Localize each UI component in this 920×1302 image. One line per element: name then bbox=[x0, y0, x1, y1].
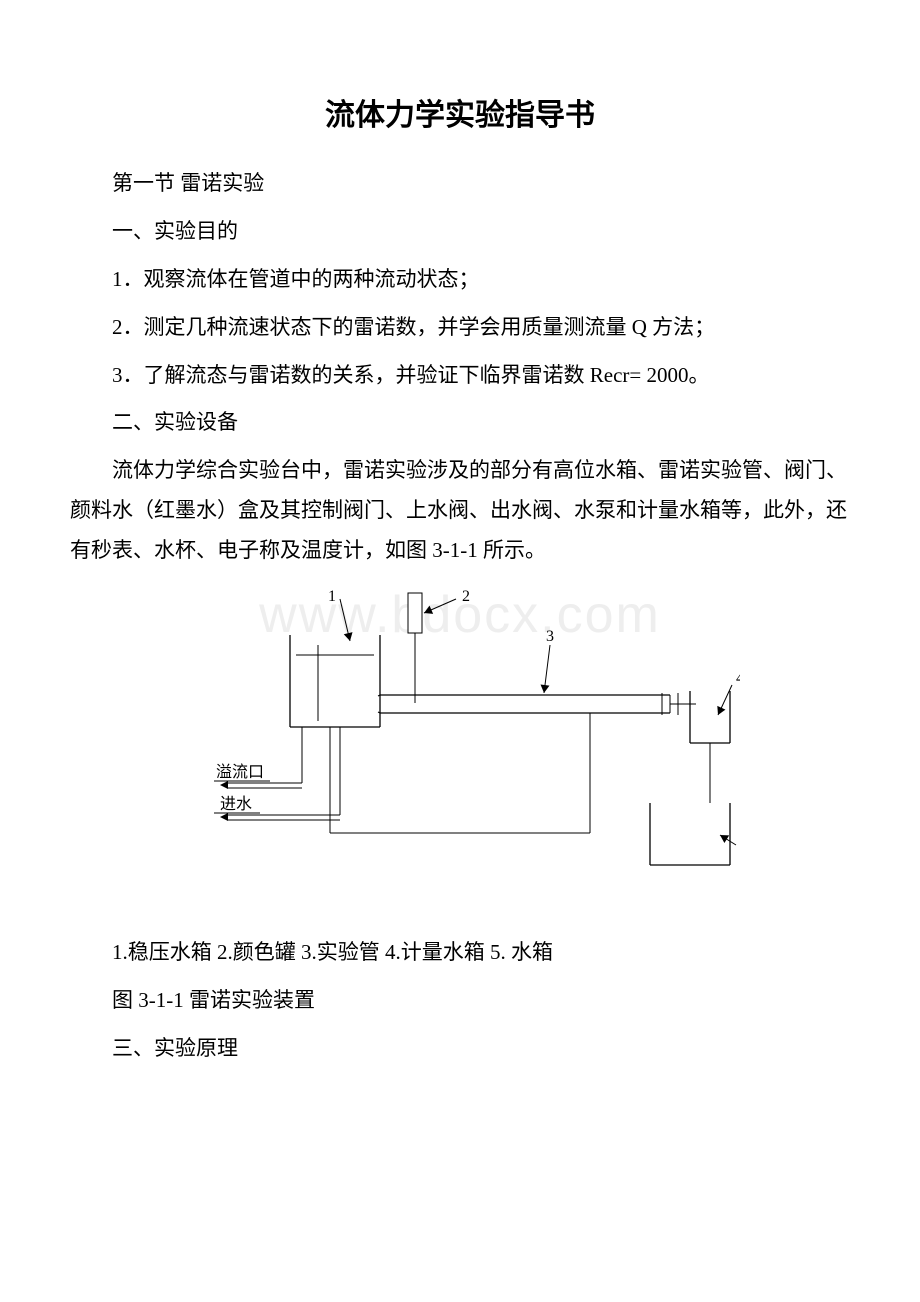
page-title: 流体力学实验指导书 bbox=[70, 90, 850, 134]
svg-text:2: 2 bbox=[462, 588, 470, 605]
principle-heading: 三、实验原理 bbox=[70, 1029, 850, 1069]
diagram-container: 12345溢流口进水 bbox=[70, 583, 850, 903]
caption-figure: 图 3-1-1 雷诺实验装置 bbox=[70, 981, 850, 1021]
document-body: 流体力学实验指导书 第一节 雷诺实验 一、实验目的 1．观察流体在管道中的两种流… bbox=[70, 90, 850, 1069]
caption-parts: 1.稳压水箱 2.颜色罐 3.实验管 4.计量水箱 5. 水箱 bbox=[70, 933, 850, 973]
svg-text:4: 4 bbox=[736, 670, 740, 687]
purpose-item-3: 3．了解流态与雷诺数的关系，并验证下临界雷诺数 Recr= 2000。 bbox=[70, 356, 850, 396]
equipment-paragraph: 流体力学综合实验台中，雷诺实验涉及的部分有高位水箱、雷诺实验管、阀门、颜料水（红… bbox=[70, 451, 850, 571]
equipment-heading: 二、实验设备 bbox=[70, 403, 850, 443]
svg-text:进水: 进水 bbox=[220, 795, 252, 813]
purpose-heading: 一、实验目的 bbox=[70, 212, 850, 252]
reynolds-diagram: 12345溢流口进水 bbox=[180, 583, 740, 903]
svg-text:溢流口: 溢流口 bbox=[216, 763, 264, 781]
purpose-item-2: 2．测定几种流速状态下的雷诺数，并学会用质量测流量 Q 方法； bbox=[70, 308, 850, 348]
purpose-item-1: 1．观察流体在管道中的两种流动状态； bbox=[70, 260, 850, 300]
section-heading: 第一节 雷诺实验 bbox=[70, 164, 850, 204]
svg-text:3: 3 bbox=[546, 628, 554, 645]
svg-text:1: 1 bbox=[328, 588, 336, 605]
